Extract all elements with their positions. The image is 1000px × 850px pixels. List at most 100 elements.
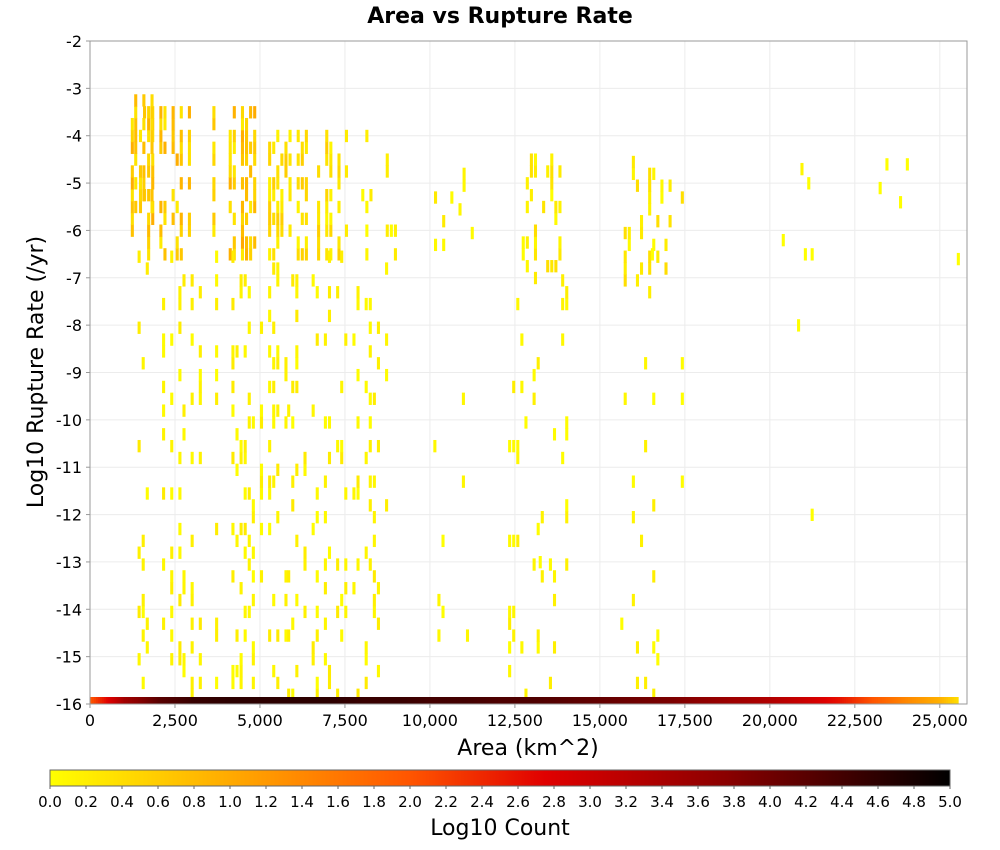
heatmap-cell (292, 697, 296, 704)
heatmap-cell (356, 368, 360, 382)
heatmap-cell (385, 333, 389, 346)
heatmap-cell (272, 380, 276, 394)
heatmap-cell (215, 368, 219, 382)
colorbar-tick-label: 4.6 (866, 793, 890, 811)
heatmap-cell (364, 380, 368, 394)
heatmap-cell (300, 177, 304, 190)
heatmap-cell (730, 697, 733, 704)
heatmap-cell (805, 697, 809, 704)
heatmap-cell (178, 697, 181, 704)
heatmap-cell (166, 697, 169, 704)
heatmap-cell (196, 697, 199, 704)
heatmap-cell (280, 200, 284, 214)
heatmap-cell (142, 697, 145, 704)
heatmap-cell (538, 556, 542, 569)
heatmap-cell (429, 697, 433, 704)
colorbar-tick-label: 3.6 (686, 793, 710, 811)
heatmap-cell (627, 226, 631, 240)
heatmap-cell (567, 697, 571, 704)
heatmap-cell (372, 475, 376, 488)
heatmap-cell (311, 641, 315, 654)
heatmap-cell (739, 697, 743, 704)
heatmap-cell (190, 274, 194, 287)
colorbar-title: Log10 Count (430, 816, 570, 841)
heatmap-cell (300, 153, 304, 166)
heatmap-cell (253, 106, 257, 119)
heatmap-cell (284, 357, 288, 370)
heatmap-cell (565, 428, 569, 441)
heatmap-cell (752, 697, 755, 704)
heatmap-cell (552, 593, 557, 607)
heatmap-cell (303, 546, 307, 559)
heatmap-cell (190, 534, 194, 548)
heatmap-cell (259, 522, 264, 536)
heatmap-cell (325, 153, 329, 166)
heatmap-cell (337, 248, 341, 261)
heatmap-cell (170, 439, 174, 453)
heatmap-cell (272, 416, 276, 429)
heatmap-cells (90, 94, 960, 704)
heatmap-cell (179, 153, 183, 166)
heatmap-cell (170, 546, 174, 559)
heatmap-cell (327, 664, 332, 678)
heatmap-cell (529, 188, 533, 202)
heatmap-cell (175, 153, 179, 166)
heatmap-cell (956, 252, 960, 266)
heatmap-cell (329, 212, 333, 226)
heatmap-cell (190, 333, 194, 346)
heatmap-cell (680, 191, 684, 204)
heatmap-cell (920, 697, 923, 704)
heatmap-cell (243, 274, 247, 287)
heatmap-cell (796, 697, 799, 704)
heatmap-cell (212, 106, 216, 119)
heatmap-cell (179, 224, 183, 237)
heatmap-cell (452, 697, 455, 704)
heatmap-cell (240, 129, 245, 143)
heatmap-cell (810, 508, 814, 521)
heatmap-cell (623, 262, 627, 275)
heatmap-cell (145, 262, 149, 275)
heatmap-cell (198, 345, 202, 358)
heatmap-cell (356, 286, 360, 299)
heatmap-cell (228, 177, 232, 190)
heatmap-cell (612, 697, 615, 704)
heatmap-cell (834, 697, 837, 704)
heatmap-cell (191, 697, 195, 704)
heatmap-cell (232, 141, 236, 154)
heatmap-cell (259, 404, 264, 417)
heatmap-cell (300, 248, 304, 261)
heatmap-cell (92, 697, 95, 704)
heatmap-cell (637, 697, 641, 704)
heatmap-cell (673, 697, 677, 704)
heatmap-cell (530, 697, 534, 704)
heatmap-cell (235, 534, 239, 548)
heatmap-cell (171, 117, 175, 131)
heatmap-cell (231, 664, 235, 678)
heatmap-cell (325, 141, 329, 154)
heatmap-cell (134, 200, 138, 214)
heatmap-cell (758, 697, 761, 704)
heatmap-cell (344, 582, 348, 595)
heatmap-cell (288, 129, 292, 143)
heatmap-cell (276, 511, 280, 524)
heatmap-cell (811, 697, 815, 704)
heatmap-cell (376, 697, 379, 704)
heatmap-cell (130, 165, 134, 178)
heatmap-cell (650, 697, 653, 704)
heatmap-cell (243, 439, 247, 453)
heatmap-cell (151, 165, 155, 178)
heatmap-cell (680, 357, 684, 370)
heatmap-cell (282, 697, 285, 704)
heatmap-cell (652, 697, 655, 704)
heatmap-cell (212, 177, 216, 190)
heatmap-cell (134, 177, 138, 190)
heatmap-cell (225, 697, 229, 704)
heatmap-cell (284, 570, 288, 583)
heatmap-cell (300, 697, 303, 704)
heatmap-cell (797, 319, 801, 332)
heatmap-cell (137, 605, 141, 619)
heatmap-cell (552, 697, 555, 704)
heatmap-cell (820, 697, 823, 704)
heatmap-cell (324, 697, 328, 704)
heatmap-cell (295, 463, 299, 477)
